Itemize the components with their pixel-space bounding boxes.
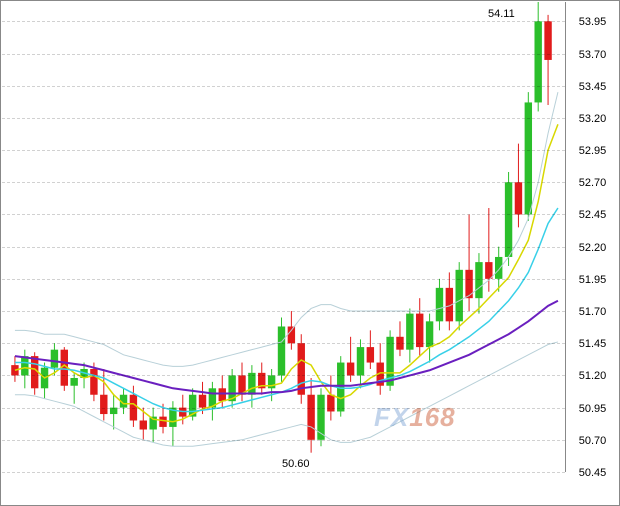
y-axis: 50.45 50.70 50.95 51.20 51.45 51.70 51.95 52.20… <box>566 2 619 500</box>
candle <box>159 417 166 427</box>
candle <box>456 270 463 322</box>
y-tick-label: 52.45 <box>566 209 619 221</box>
chart-svg <box>2 2 565 472</box>
candle <box>416 314 423 347</box>
grid-line <box>2 214 565 215</box>
band-upper <box>15 92 558 366</box>
y-tick-label: 52.20 <box>566 242 619 254</box>
candle <box>515 182 522 214</box>
grid-line <box>2 279 565 280</box>
high-label: 54.11 <box>488 8 515 20</box>
grid-line <box>2 150 565 151</box>
candle <box>219 388 226 401</box>
y-tick-label: 53.20 <box>566 113 619 125</box>
grid-line <box>2 375 565 376</box>
y-tick-label: 53.95 <box>566 16 619 28</box>
grid-line <box>2 118 565 119</box>
y-tick-label: 51.45 <box>566 338 619 350</box>
candle <box>307 395 314 440</box>
y-tick-label: 53.70 <box>566 49 619 61</box>
candle <box>278 326 285 375</box>
grid-line <box>2 21 565 22</box>
grid-line <box>2 472 565 473</box>
y-tick-label: 50.95 <box>566 403 619 415</box>
y-tick-label: 52.70 <box>566 177 619 189</box>
candle <box>357 347 364 375</box>
candle <box>51 350 58 368</box>
candle <box>495 257 502 279</box>
candle <box>367 347 374 362</box>
candle <box>347 363 354 376</box>
y-tick-label: 50.45 <box>566 467 619 479</box>
candle <box>288 326 295 343</box>
candle <box>525 102 532 214</box>
grid-line <box>2 182 565 183</box>
grid-line <box>2 54 565 55</box>
grid-line <box>2 311 565 312</box>
candle <box>90 369 97 395</box>
grid-line <box>2 408 565 409</box>
low-label: 50.60 <box>282 458 310 470</box>
y-tick-label: 53.45 <box>566 81 619 93</box>
candle <box>475 262 482 298</box>
y-tick-label: 51.95 <box>566 274 619 286</box>
grid-line <box>2 440 565 441</box>
candle <box>534 21 541 102</box>
chart-container: FX168 54.11 50.60 50.45 50.70 50.95 51.20 51… <box>0 0 620 506</box>
candle <box>70 378 77 386</box>
grid-line <box>2 247 565 248</box>
candle <box>100 395 107 414</box>
candle <box>485 262 492 279</box>
grid-line <box>2 343 565 344</box>
candle <box>199 395 206 408</box>
candle <box>21 356 28 375</box>
grid-line <box>2 86 565 87</box>
y-tick-label: 51.70 <box>566 306 619 318</box>
y-tick-label: 51.20 <box>566 370 619 382</box>
candle <box>140 420 147 429</box>
y-tick-label: 52.95 <box>566 145 619 157</box>
candle <box>327 395 334 412</box>
plot-area: FX168 54.11 50.60 <box>2 2 566 472</box>
candle <box>436 288 443 321</box>
y-tick-label: 50.70 <box>566 435 619 447</box>
candle <box>406 314 413 350</box>
